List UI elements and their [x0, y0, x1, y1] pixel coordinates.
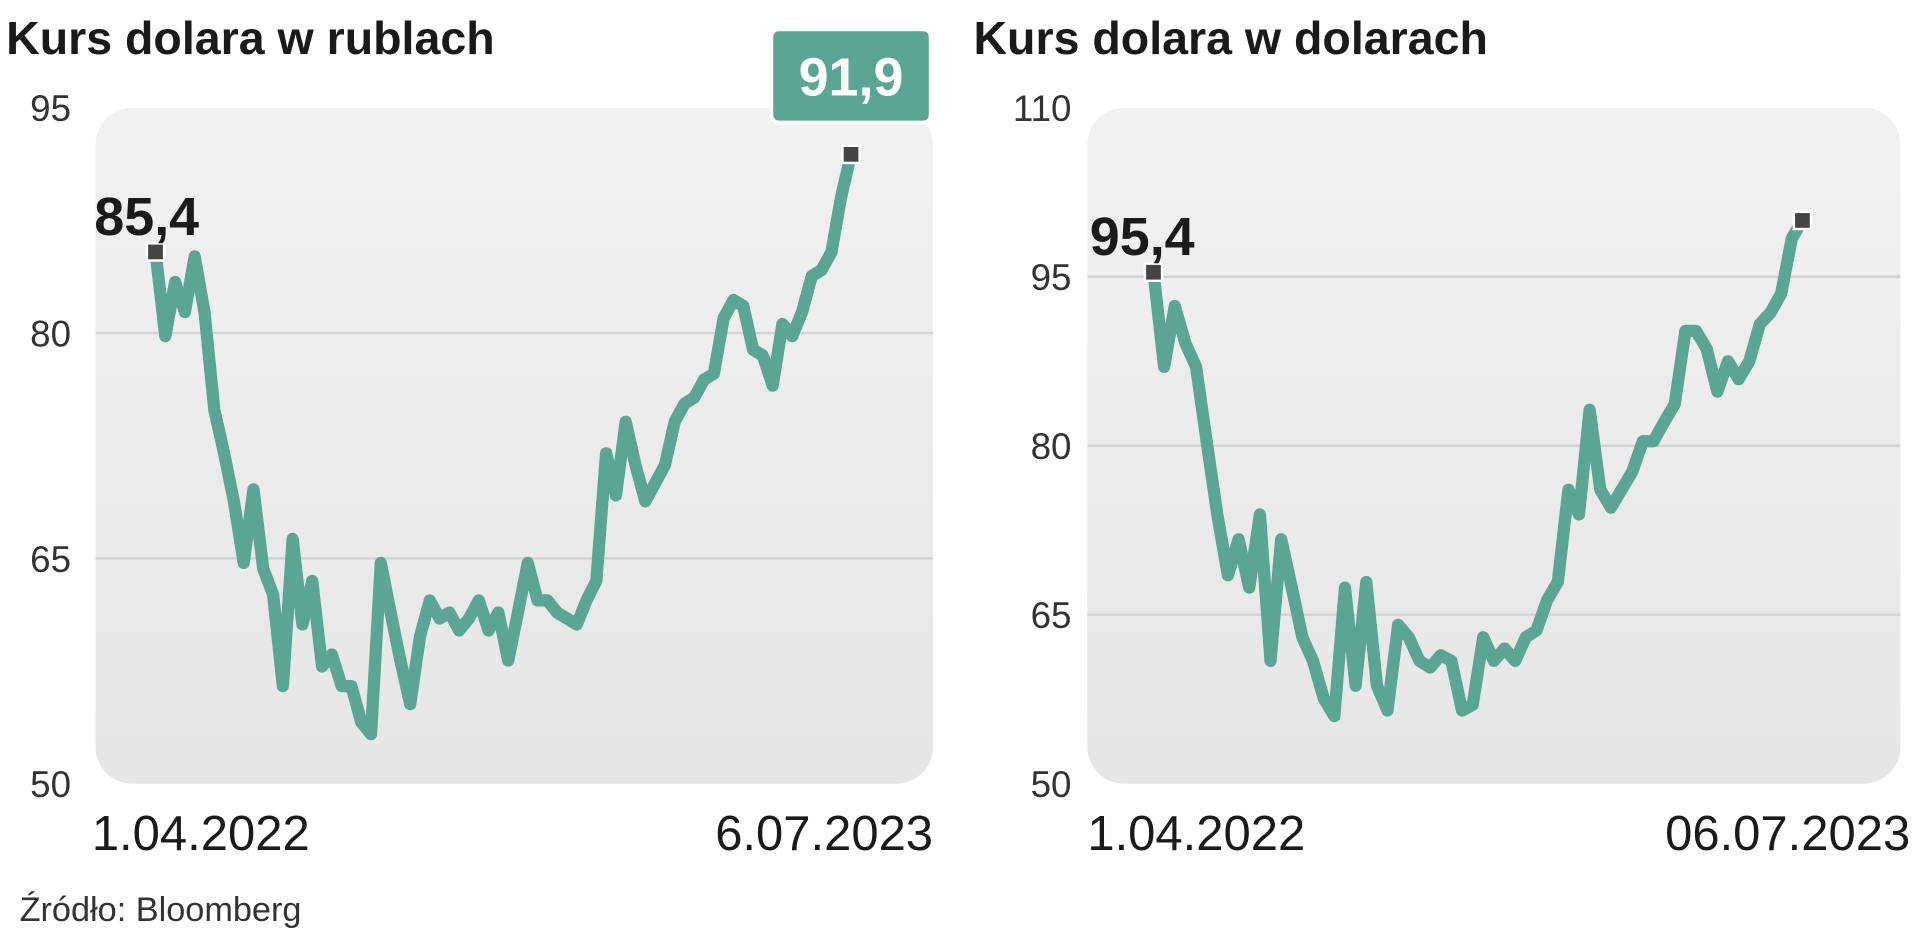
y-tick-label: 50: [1031, 764, 1072, 805]
x-tick-label: 06.07.2023: [1665, 807, 1910, 861]
y-tick-label: 80: [1031, 426, 1072, 467]
y-tick-label: 95: [30, 88, 71, 129]
end-marker: [145, 242, 166, 262]
value-label: 95,4: [1090, 207, 1195, 267]
end-marker: [841, 144, 861, 165]
x-tick-label: 1.04.2022: [92, 807, 310, 861]
y-tick-label: 80: [30, 314, 71, 355]
value-label: 85,4: [94, 187, 199, 247]
end-marker: [1792, 210, 1813, 231]
line: [1147, 214, 1809, 723]
y-tick-label: 50: [30, 764, 71, 805]
source: Źródło: Bloomberg: [20, 890, 302, 929]
y-tick-label: 95: [1031, 257, 1072, 298]
x-tick-label: 1.04.2022: [1087, 807, 1305, 861]
x-tick-label: 6.07.2023: [715, 807, 933, 861]
y-tick-label: 110: [1013, 88, 1072, 129]
value-label: 91,9: [799, 48, 904, 108]
chart-title: Kurs dolara w rublach: [6, 12, 495, 64]
value-label-box: [769, 27, 933, 125]
chart-title: Kurs dolara w dolarach: [973, 12, 1487, 64]
y-tick-label: 65: [30, 539, 71, 580]
line: [149, 148, 858, 741]
y-tick-label: 65: [1031, 595, 1072, 636]
end-marker: [1143, 262, 1164, 283]
